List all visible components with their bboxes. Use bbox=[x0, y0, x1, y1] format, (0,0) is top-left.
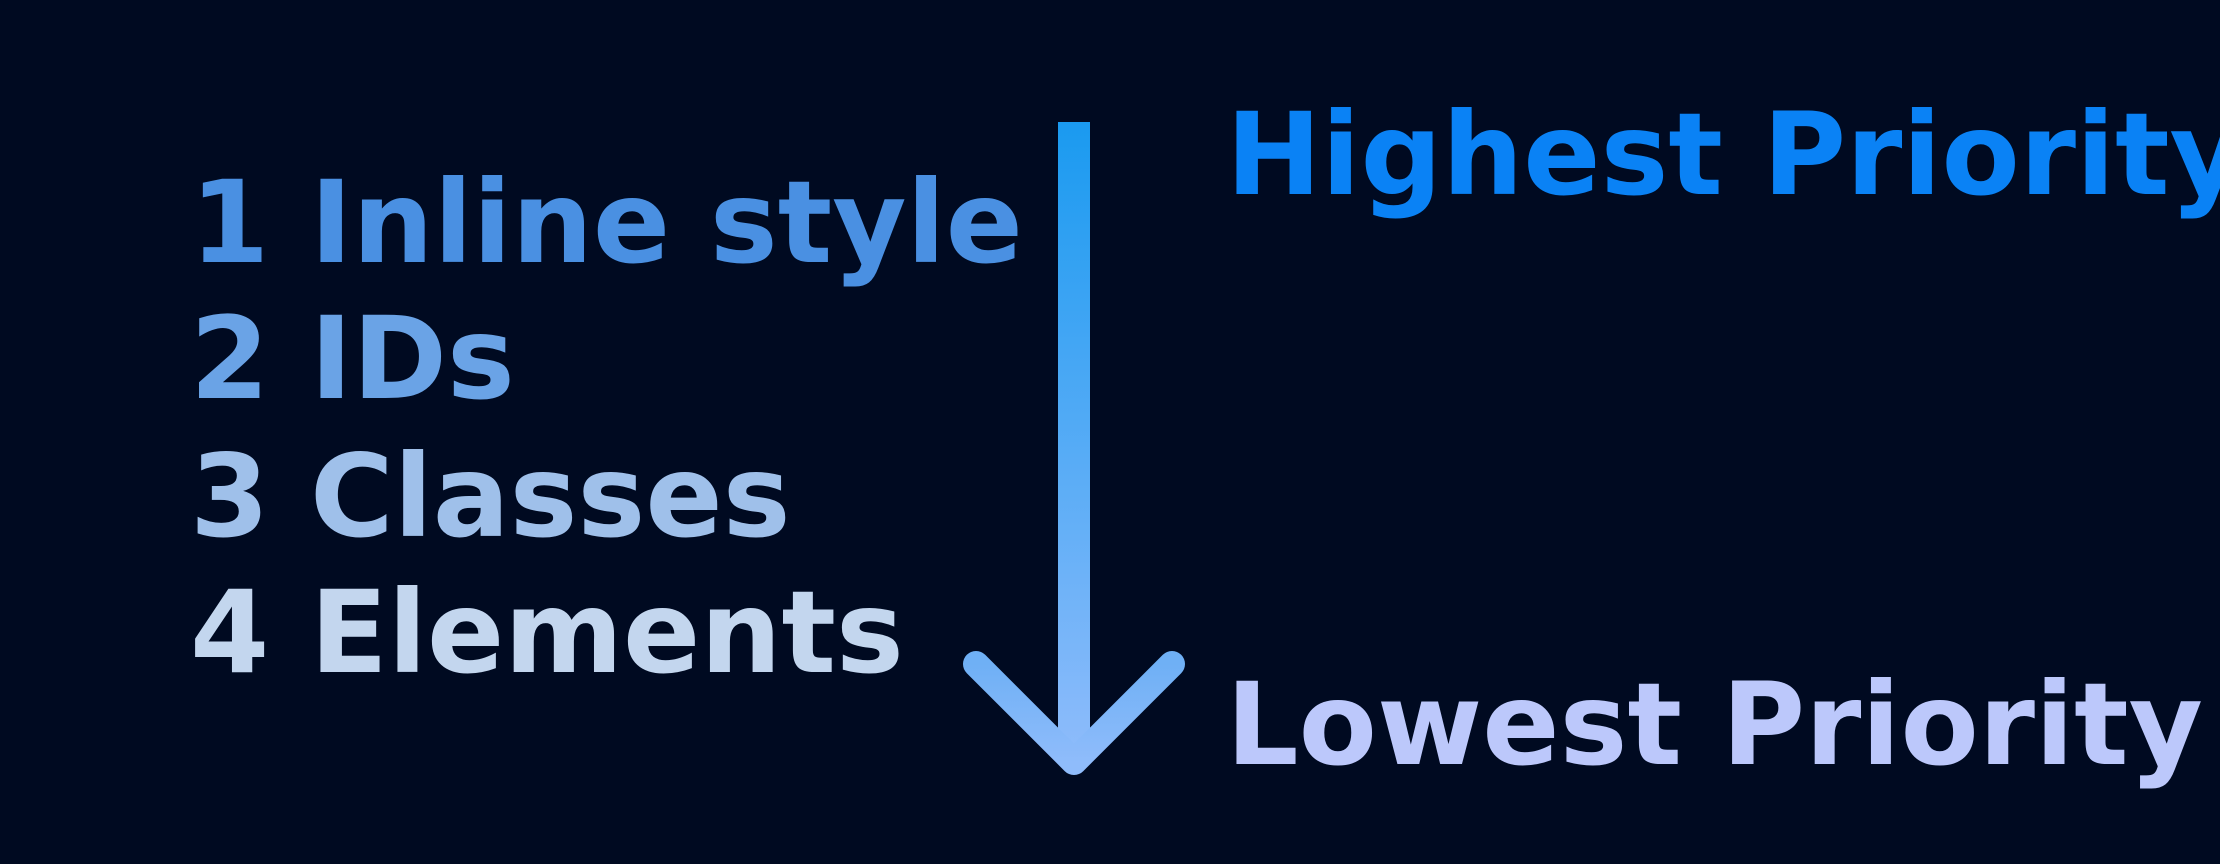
list-item-ids: 2 IDs bbox=[190, 302, 515, 416]
list-number: 2 bbox=[190, 292, 270, 425]
highest-priority-label: Highest Priority bbox=[1226, 88, 2220, 221]
list-label: Classes bbox=[310, 430, 791, 563]
list-label: IDs bbox=[310, 292, 515, 425]
arrow-shaft bbox=[1058, 122, 1090, 762]
list-label: Elements bbox=[310, 566, 904, 699]
list-number: 1 bbox=[190, 156, 270, 289]
lowest-priority-label: Lowest Priority bbox=[1226, 658, 2203, 791]
list-item-classes: 3 Classes bbox=[190, 440, 791, 554]
arrow-head bbox=[963, 651, 1185, 775]
list-item-elements: 4 Elements bbox=[190, 576, 904, 690]
list-label: Inline style bbox=[310, 156, 1023, 289]
list-number: 4 bbox=[190, 566, 270, 699]
list-item-inline-style: 1 Inline style bbox=[190, 166, 1023, 280]
list-number: 3 bbox=[190, 430, 270, 563]
